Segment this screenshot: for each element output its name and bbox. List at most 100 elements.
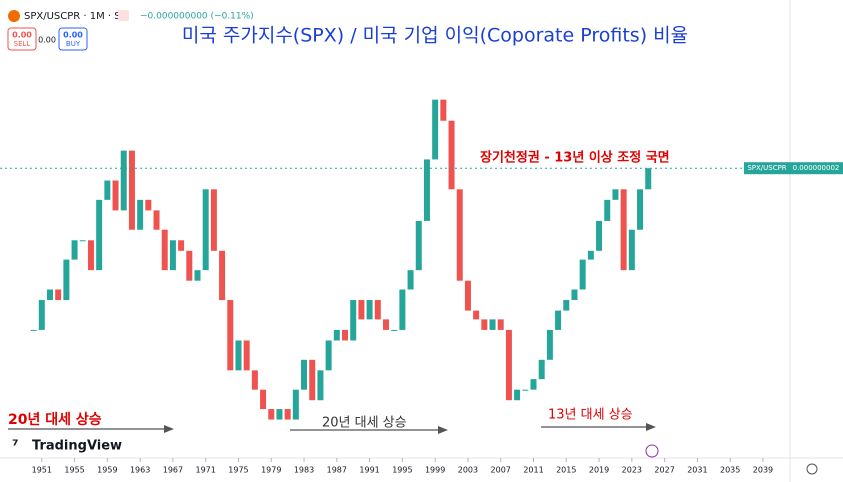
x-tick-label: 1999: [425, 466, 445, 475]
x-tick-label: 2039: [753, 466, 773, 475]
x-tick-label: 1983: [294, 466, 314, 475]
candle-body: [530, 379, 537, 390]
candle-body: [251, 370, 258, 390]
candle-body: [620, 189, 627, 271]
brand-logo: ⁷: [12, 437, 19, 455]
x-tick-label: 1991: [359, 466, 379, 475]
candle-body: [456, 189, 463, 281]
candle-body: [391, 329, 398, 331]
annotation: 20년 대세 상승: [8, 412, 102, 428]
candle-body: [514, 389, 521, 401]
candle-body: [276, 409, 283, 420]
candle-body: [448, 120, 455, 190]
x-tick-label: 1951: [32, 466, 52, 475]
candle-body: [628, 229, 635, 271]
candle-body: [243, 340, 250, 371]
x-tick-label: 2007: [491, 466, 511, 475]
candle-body: [464, 280, 471, 311]
candle-body: [235, 340, 242, 371]
x-tick-label: 2003: [458, 466, 478, 475]
candle-body: [350, 300, 357, 341]
x-tick-label: 1963: [130, 466, 150, 475]
event-icon[interactable]: [645, 444, 659, 458]
x-tick-label: 1979: [261, 466, 281, 475]
candle-body: [137, 199, 144, 230]
buy-price: 0.00: [63, 31, 83, 40]
candle-body: [301, 359, 308, 390]
candle-body: [546, 329, 553, 360]
candle-body: [489, 319, 496, 330]
candle-body: [366, 300, 373, 320]
x-tick-label: 1955: [64, 466, 84, 475]
candle-body: [342, 329, 349, 341]
symbol: SPX/USCPR · 1M · SP: [24, 11, 127, 22]
candle-body: [227, 300, 234, 371]
candle-body: [145, 199, 152, 211]
candle-body: [407, 270, 414, 290]
annotation: 13년 대세 상승: [548, 408, 633, 423]
candle-body: [87, 240, 94, 271]
candle-body: [55, 289, 62, 301]
annotation: 20년 대세 상승: [322, 416, 407, 431]
candle-body: [169, 240, 176, 271]
candle-body: [432, 99, 439, 160]
candle-body: [128, 150, 135, 230]
candle-body: [63, 259, 70, 301]
candle-body: [260, 389, 267, 410]
candle-body: [555, 310, 562, 330]
candle-body: [186, 250, 193, 281]
x-tick-label: 2031: [687, 466, 707, 475]
candle-body: [374, 300, 381, 320]
x-tick-label: 1967: [163, 466, 183, 475]
buy-button[interactable]: [58, 27, 88, 51]
candle-body: [587, 250, 594, 260]
candle-body: [423, 159, 430, 221]
candle-body: [505, 329, 512, 401]
brand: TradingView: [32, 439, 122, 454]
candle-body: [112, 180, 119, 211]
candle-body: [202, 189, 209, 271]
candle-body: [637, 189, 644, 230]
candle-body: [382, 319, 389, 330]
x-tick-label: 1971: [196, 466, 216, 475]
x-tick-label: 1959: [97, 466, 117, 475]
candle-body: [292, 389, 299, 420]
candle-body: [497, 319, 504, 330]
candle-body: [120, 150, 127, 211]
candle-body: [178, 240, 185, 251]
candle-body: [358, 300, 365, 320]
arrow-head: [164, 425, 174, 433]
status-icon: [118, 10, 129, 21]
candle-body: [538, 359, 545, 380]
candle-body: [325, 340, 332, 371]
candle-body: [210, 189, 217, 251]
candle-body: [645, 168, 652, 190]
settings-icon[interactable]: [806, 463, 818, 475]
x-tick-label: 2019: [589, 466, 609, 475]
candle-body: [604, 199, 611, 221]
candle-body: [38, 300, 45, 330]
sell-button[interactable]: [7, 27, 37, 51]
spread: 0.00: [38, 36, 56, 45]
candle-body: [161, 229, 168, 271]
annotation: 장기천정권 - 13년 이상 조정 국면: [480, 150, 670, 166]
candle-body: [473, 310, 480, 320]
x-tick-label: 1995: [392, 466, 412, 475]
x-tick-label: 2023: [622, 466, 642, 475]
chart-title: 미국 주가지수(SPX) / 미국 기업 이익(Coporate Profits…: [182, 25, 688, 47]
candle-body: [309, 359, 316, 401]
candle-body: [612, 189, 619, 200]
x-tick-label: 2035: [720, 466, 740, 475]
x-tick-label: 1975: [228, 466, 248, 475]
candle-body: [194, 270, 201, 281]
candle-body: [268, 409, 275, 420]
x-tick-label: 2011: [523, 466, 543, 475]
candle-body: [284, 409, 291, 420]
candle-body: [415, 220, 422, 271]
last-price-label: 0.000000002: [793, 164, 840, 172]
candle-body: [571, 289, 578, 301]
candle-body: [563, 300, 570, 311]
arrow-head: [438, 426, 448, 434]
candle-body: [46, 289, 53, 301]
